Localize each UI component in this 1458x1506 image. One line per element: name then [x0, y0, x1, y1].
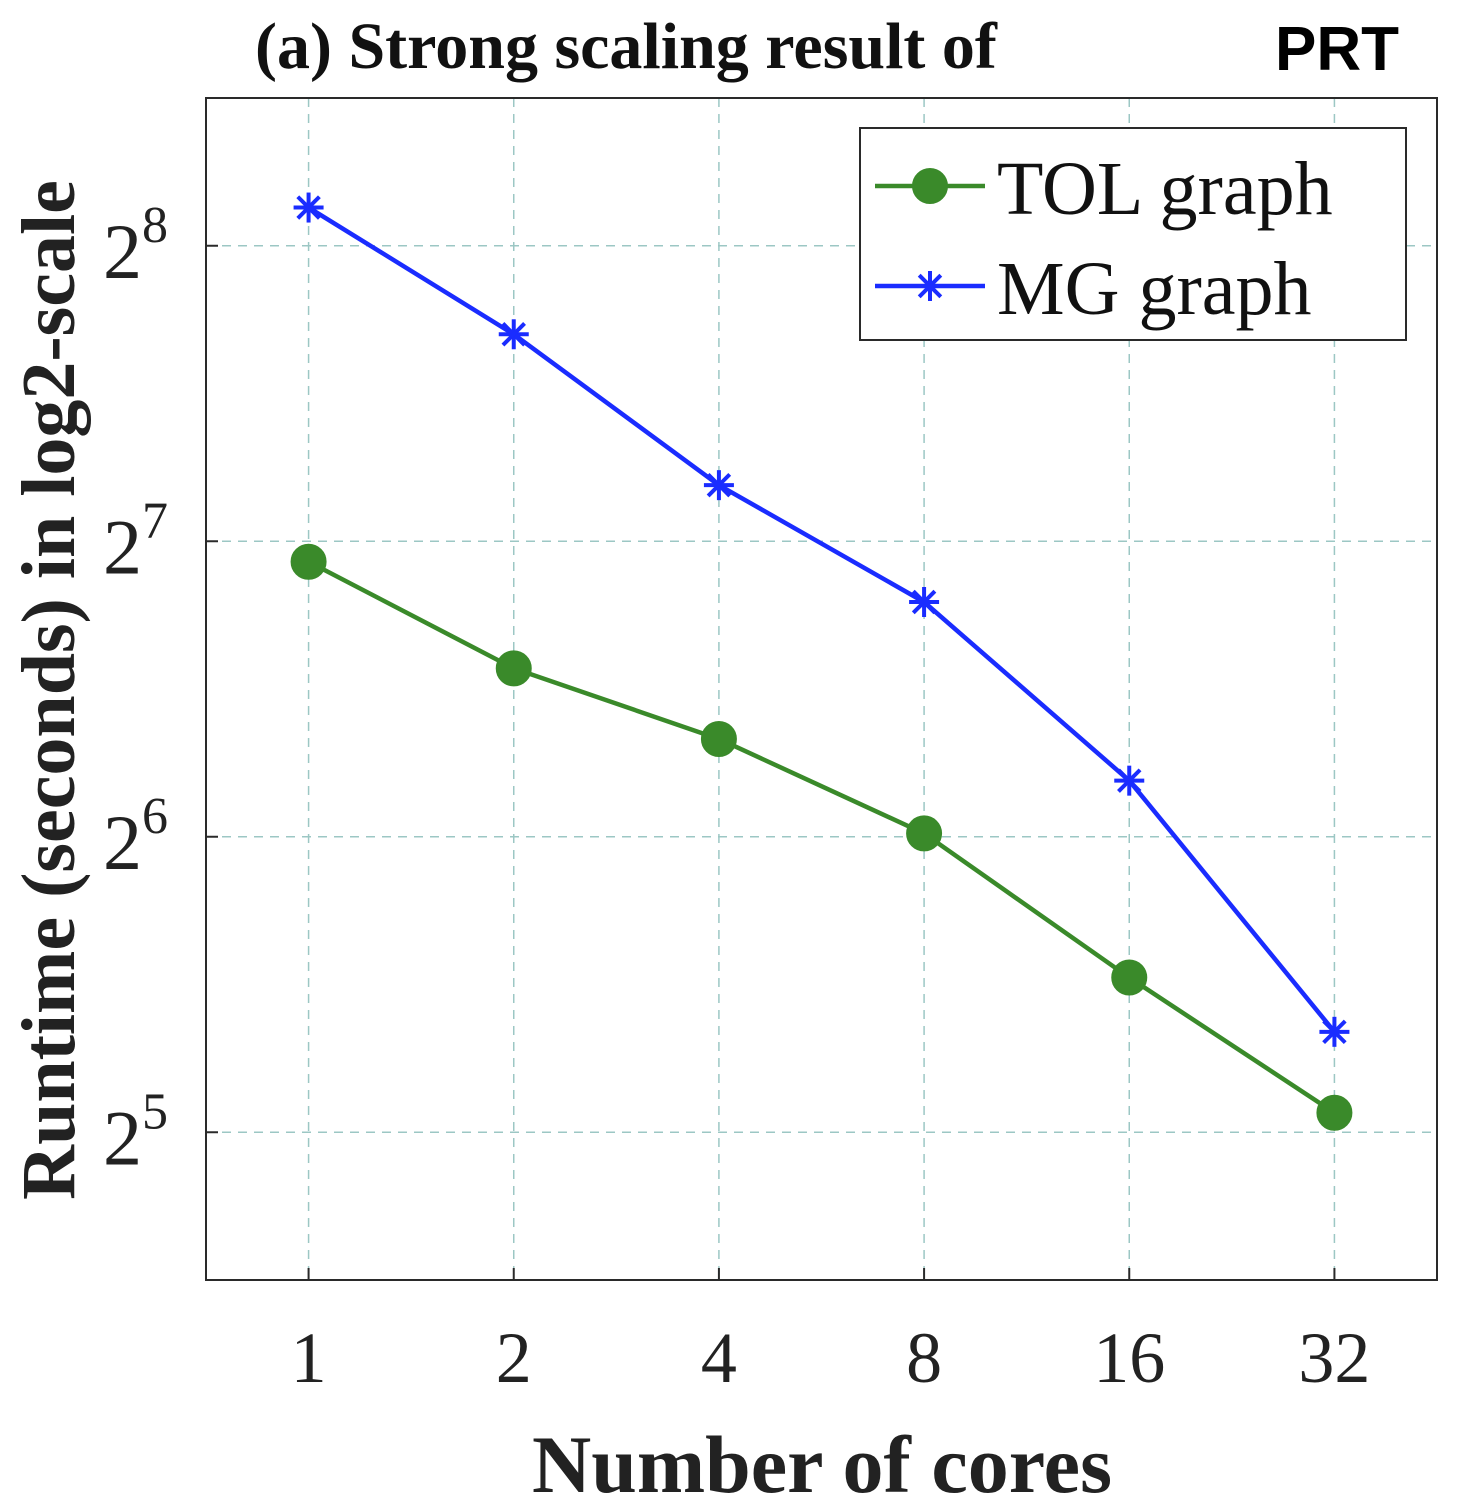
x-tick-label: 32 — [1298, 1318, 1370, 1398]
data-point-mg-graph — [1114, 765, 1145, 796]
data-series — [290, 192, 1353, 1131]
data-point-tol-graph — [290, 543, 327, 580]
chart-title: (a) Strong scaling result of — [255, 10, 998, 83]
series-line-mg-graph — [307, 205, 1337, 1034]
chart-title-suffix: PRT — [1275, 15, 1399, 84]
legend: TOL graph MG graph — [859, 127, 1407, 341]
data-point-mg-graph — [293, 192, 324, 223]
y-tick-label: 26 — [103, 788, 168, 886]
legend-box — [859, 127, 1407, 341]
y-tick-label: 25 — [103, 1083, 168, 1181]
y-axis-label: Runtime (seconds) in log2-scale — [7, 180, 91, 1200]
legend-label-mg-graph: MG graph — [997, 247, 1312, 331]
data-point-tol-graph — [700, 720, 737, 757]
axis-ticks: 1 2 4 8 16 32 25 26 27 28 — [103, 197, 1370, 1398]
x-tick-label: 4 — [701, 1318, 737, 1398]
series-line-tol-graph — [307, 559, 1336, 1115]
x-tick-label: 1 — [291, 1318, 327, 1398]
x-tick-label: 2 — [496, 1318, 532, 1398]
data-point-mg-graph — [909, 587, 940, 618]
data-point-tol-graph — [1111, 959, 1148, 996]
data-point-mg-graph — [1319, 1016, 1350, 1047]
data-point-tol-graph — [1316, 1094, 1353, 1131]
x-tick-label: 8 — [906, 1318, 942, 1398]
x-tick-label: 16 — [1093, 1318, 1165, 1398]
plot-area-frame — [205, 97, 1438, 1281]
legend-marker-tol-graph — [912, 168, 948, 204]
y-tick-label: 27 — [103, 492, 168, 590]
data-point-mg-graph — [703, 470, 734, 501]
data-point-tol-graph — [906, 815, 943, 852]
legend-label-tol-graph: TOL graph — [997, 147, 1333, 231]
legend-marker-mg-graph — [915, 271, 945, 301]
data-point-tol-graph — [495, 650, 532, 687]
y-tick-label: 28 — [103, 197, 168, 295]
x-axis-label: Number of cores — [532, 1419, 1112, 1506]
data-point-mg-graph — [498, 319, 529, 350]
